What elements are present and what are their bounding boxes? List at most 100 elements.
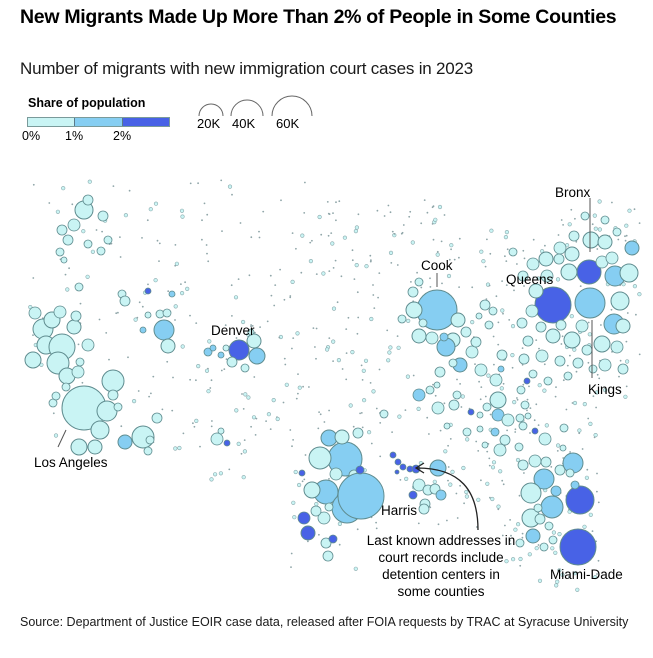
county-bubble — [443, 422, 451, 430]
county-bubble — [96, 246, 106, 256]
county-bubble — [470, 336, 482, 348]
county-bubble — [564, 246, 580, 262]
county-dot — [481, 259, 486, 264]
county-dot — [412, 374, 415, 377]
county-dot — [203, 202, 206, 205]
county-bubble — [534, 286, 572, 324]
county-dot — [373, 307, 376, 309]
size-legend-label-40k: 40K — [232, 116, 256, 131]
county-bubble — [246, 333, 262, 349]
county-dot — [345, 352, 348, 354]
county-dot — [587, 361, 590, 364]
county-dot — [291, 347, 293, 350]
county-bubble — [119, 295, 131, 307]
county-dot — [508, 319, 511, 321]
county-dot — [447, 444, 449, 447]
county-dot — [560, 343, 563, 345]
county-bubble — [581, 344, 593, 356]
county-dot — [53, 433, 59, 438]
county-dot — [437, 204, 443, 210]
county-bubble — [153, 319, 175, 341]
county-bubble — [51, 391, 61, 401]
county-dot — [459, 484, 461, 487]
county-dot — [98, 318, 101, 321]
county-dot — [596, 573, 598, 575]
county-dot — [227, 184, 233, 189]
county-bubble — [210, 432, 224, 446]
county-bubble — [418, 318, 428, 328]
county-bubble — [70, 438, 88, 456]
county-dot — [350, 350, 355, 355]
county-bubble — [352, 427, 364, 439]
county-dot — [369, 254, 372, 257]
county-dot — [489, 228, 494, 233]
detention-annotation: Last known addresses in court records in… — [367, 533, 516, 599]
county-dot — [515, 457, 521, 463]
county-dot — [485, 298, 488, 300]
county-dot — [504, 559, 509, 564]
county-bubble — [575, 319, 589, 333]
county-dot — [332, 267, 335, 269]
county-bubble — [394, 469, 400, 475]
county-dot — [55, 209, 61, 214]
county-dot — [437, 523, 440, 526]
county-dot — [557, 532, 562, 537]
county-dot — [596, 373, 599, 376]
county-dot — [509, 543, 512, 545]
county-dot — [367, 430, 372, 435]
county-bubble — [515, 538, 525, 548]
county-bubble — [580, 211, 590, 221]
county-dot — [262, 210, 265, 213]
county-dot — [254, 434, 257, 436]
county-dot — [206, 389, 211, 394]
county-bubble — [425, 331, 439, 345]
county-dot — [509, 539, 511, 542]
county-dot — [399, 479, 402, 481]
county-dot — [432, 479, 437, 484]
county-bubble — [605, 251, 619, 265]
county-dot — [560, 219, 563, 221]
label-bronx: Bronx — [555, 185, 591, 200]
county-dot — [241, 393, 243, 395]
county-dot — [327, 234, 330, 237]
county-dot — [596, 472, 598, 475]
county-bubble — [429, 459, 447, 477]
label-queens: Queens — [506, 272, 554, 287]
county-bubble — [548, 535, 558, 545]
county-dot — [528, 385, 530, 388]
county-dot — [361, 368, 366, 373]
county-bubble — [411, 328, 427, 344]
county-dot — [283, 298, 286, 301]
annotation-arrowhead-icon — [414, 462, 425, 474]
county-bubble — [328, 534, 338, 544]
county-dot — [502, 382, 505, 385]
county-bubble — [560, 263, 578, 281]
county-dot — [440, 240, 443, 243]
county-dot — [61, 186, 66, 191]
county-dot — [330, 241, 335, 246]
county-dot — [319, 413, 322, 416]
county-dot — [562, 379, 565, 382]
county-bubble — [617, 363, 629, 375]
county-bubble — [570, 480, 580, 490]
county-dot — [490, 496, 495, 502]
county-dot — [108, 358, 110, 361]
annotation-line-1: Last known addresses in — [367, 533, 516, 548]
chart-title: New Migrants Made Up More Than 2% of Peo… — [20, 6, 617, 28]
county-dot — [383, 215, 386, 217]
county-dot — [255, 417, 258, 420]
county-dot — [544, 423, 549, 428]
county-dot — [448, 258, 451, 261]
county-bubble — [499, 434, 511, 446]
county-dot — [523, 285, 525, 287]
county-dot — [417, 522, 420, 525]
county-bubble — [310, 505, 322, 517]
county-dot — [379, 455, 382, 458]
county-dot — [579, 285, 582, 287]
county-dot — [536, 276, 541, 281]
county-dot — [289, 429, 292, 431]
county-bubble — [337, 472, 385, 520]
county-bubble — [434, 366, 446, 378]
county-dot — [361, 379, 364, 381]
county-dot — [197, 182, 200, 185]
